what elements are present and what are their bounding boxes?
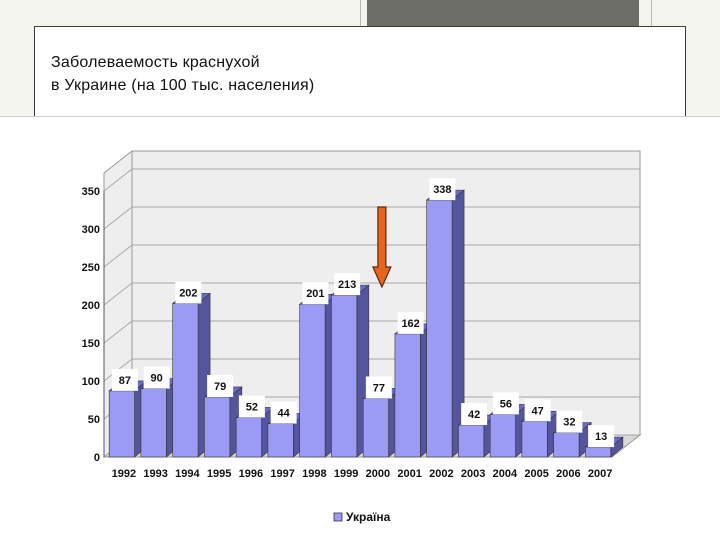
bar [489,414,516,458]
rubella-incidence-chart: 0 50 100 150 200 250 300 350 87 1992 90 1993 202 1994… [82,149,642,524]
data-label: 42 [468,409,480,421]
data-label-box [175,281,202,304]
data-label: 338 [433,184,451,196]
data-label-box [556,410,583,433]
bar [108,390,135,458]
bar [585,446,612,458]
data-label-box [238,395,265,418]
data-label-box [207,374,234,397]
gridline [103,206,640,230]
data-label-box [397,311,424,334]
bar [553,432,580,458]
x-tick-label: 1999 [334,468,358,480]
gridline [103,282,640,306]
y-tick-label: 0 [94,452,100,464]
slide-title: Заболеваемость краснухой в Украине (на 1… [51,54,315,94]
x-tick-label: 2007 [588,468,612,480]
data-label: 201 [306,288,324,300]
chart-panel: 0 50 100 150 200 250 300 350 87 1992 90 1993 202 1994… [0,116,720,541]
x-tick-label: 2000 [366,468,390,480]
data-label-box [143,366,170,389]
bar [172,303,199,458]
data-label: 87 [119,375,131,387]
data-label: 213 [338,279,356,291]
y-tick-label: 200 [82,300,100,312]
data-label: 13 [595,431,607,443]
x-tick-label: 1996 [239,468,263,480]
y-tick-label: 150 [82,338,100,350]
x-tick-label: 2006 [556,468,580,480]
data-label: 162 [401,318,419,330]
data-label: 47 [532,405,544,417]
y-tick-label: 250 [82,262,100,274]
data-label-box [588,425,615,448]
x-tick-label: 1993 [143,468,167,480]
data-label-box [270,401,297,424]
data-label: 52 [246,401,258,413]
bar [331,294,358,458]
bar [458,424,485,458]
data-label-box [492,392,519,415]
bar [362,398,389,458]
bar [394,333,421,458]
bar [299,303,326,458]
bar [204,396,231,458]
gridline [103,168,640,192]
data-label-box [334,273,361,296]
data-label-box [365,376,392,399]
data-label-box [429,178,456,201]
y-tick-label: 300 [82,224,100,236]
x-tick-label: 1995 [207,468,231,480]
x-tick-label: 1997 [270,468,294,480]
x-tick-label: 2003 [461,468,485,480]
x-tick-label: 2004 [493,468,518,480]
data-label: 32 [563,417,575,429]
x-tick-label: 2005 [524,468,548,480]
gridline [103,244,640,268]
x-tick-label: 1998 [302,468,326,480]
data-label: 56 [500,398,512,410]
data-label: 79 [214,381,226,393]
bar [521,420,548,458]
data-label: 202 [179,287,197,299]
gridline [103,320,640,344]
bar [426,199,453,458]
y-tick-label: 50 [88,414,100,426]
y-tick-label: 350 [82,186,100,198]
data-label-box [111,368,138,391]
bar [140,388,167,458]
data-label-box [302,282,329,305]
data-label-box [461,403,488,426]
bar [235,417,262,458]
data-label: 44 [278,408,291,420]
x-tick-label: 1992 [112,468,136,480]
x-tick-label: 2002 [429,468,453,480]
data-label: 90 [151,373,163,385]
annotation-arrow-down [371,206,392,289]
y-tick-label: 100 [82,376,100,388]
x-tick-label: 1994 [175,468,200,480]
bar [267,423,294,458]
title-box: Заболеваемость краснухой в Украине (на 1… [34,26,686,117]
data-label: 77 [373,382,385,394]
legend-label: Україна [346,510,391,524]
legend-swatch [333,512,343,522]
x-tick-label: 2001 [397,468,421,480]
data-label-box [524,399,551,422]
